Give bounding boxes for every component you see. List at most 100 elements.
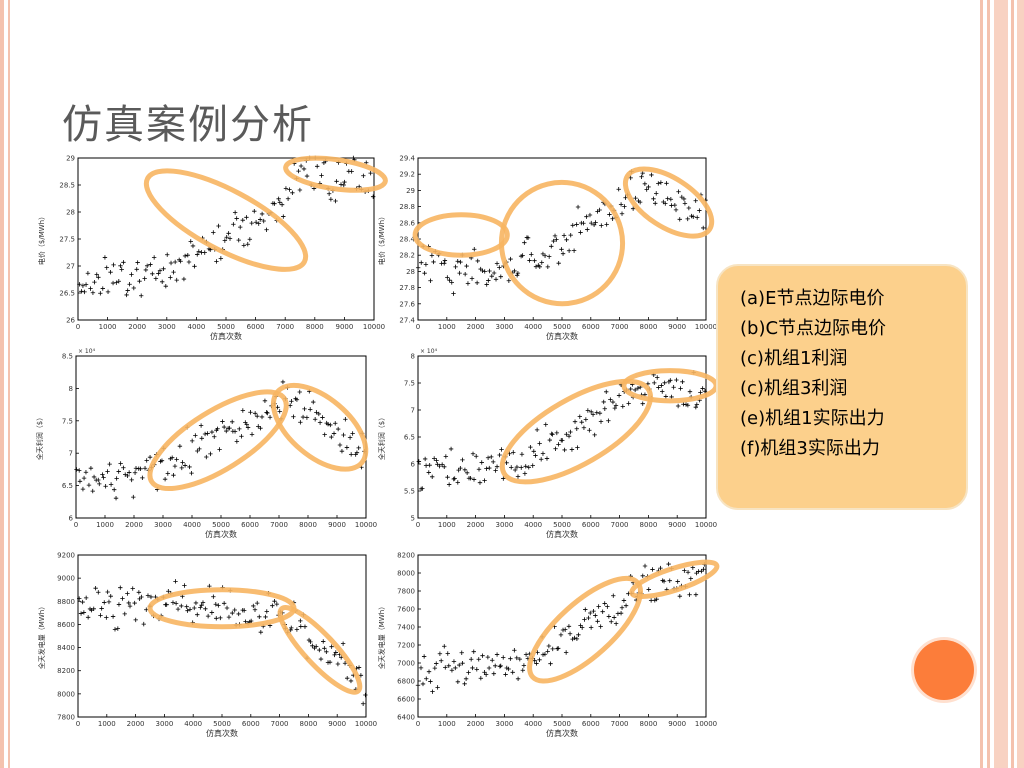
data-point bbox=[205, 613, 211, 619]
data-point bbox=[628, 386, 633, 392]
data-point bbox=[77, 468, 82, 473]
data-point bbox=[537, 657, 542, 663]
x-tick-label: 4000 bbox=[184, 720, 202, 728]
data-point bbox=[666, 561, 671, 567]
y-tick-label: 7400 bbox=[397, 624, 415, 632]
data-point bbox=[188, 239, 193, 244]
data-point bbox=[680, 379, 685, 385]
data-point bbox=[291, 414, 296, 419]
data-point bbox=[588, 610, 593, 616]
data-point bbox=[118, 585, 123, 590]
data-point bbox=[682, 201, 688, 206]
data-point bbox=[435, 685, 440, 690]
data-point bbox=[331, 431, 337, 436]
data-point bbox=[342, 179, 347, 185]
data-point bbox=[550, 646, 555, 652]
data-point bbox=[503, 672, 508, 677]
data-point bbox=[474, 280, 480, 285]
data-point bbox=[99, 606, 104, 611]
data-point bbox=[508, 256, 513, 262]
data-point bbox=[623, 603, 629, 608]
data-point bbox=[232, 429, 238, 434]
data-point bbox=[599, 223, 604, 228]
data-point bbox=[597, 207, 602, 213]
data-point bbox=[687, 389, 693, 394]
x-tick-label: 9000 bbox=[335, 323, 353, 331]
data-point bbox=[172, 463, 178, 469]
x-tick-label: 4000 bbox=[524, 720, 542, 728]
data-point bbox=[106, 599, 112, 605]
y-tick-label: 8200 bbox=[397, 552, 415, 560]
data-point bbox=[475, 258, 480, 264]
data-point bbox=[512, 648, 517, 653]
data-point bbox=[556, 261, 561, 266]
data-point bbox=[490, 459, 496, 465]
data-point bbox=[453, 665, 458, 671]
x-tick-label: 8000 bbox=[299, 521, 317, 529]
data-point bbox=[290, 190, 295, 196]
data-point bbox=[519, 465, 524, 470]
data-point bbox=[424, 676, 429, 681]
data-point bbox=[445, 651, 450, 656]
data-point bbox=[318, 656, 324, 662]
data-point bbox=[554, 430, 560, 436]
data-point bbox=[174, 457, 179, 462]
x-tick-label: 3000 bbox=[495, 323, 513, 331]
x-tick-label: 2000 bbox=[467, 720, 485, 728]
data-point bbox=[262, 398, 268, 404]
data-point bbox=[618, 202, 624, 207]
data-point bbox=[562, 627, 568, 632]
data-point bbox=[653, 201, 658, 206]
data-point bbox=[159, 279, 165, 285]
data-point bbox=[575, 445, 580, 450]
data-point bbox=[646, 587, 651, 592]
data-point bbox=[459, 650, 464, 655]
x-tick-label: 7000 bbox=[611, 720, 629, 728]
data-point bbox=[626, 401, 631, 406]
data-point bbox=[466, 670, 471, 675]
data-point bbox=[460, 457, 465, 463]
x-tick-label: 7000 bbox=[611, 521, 629, 529]
data-point bbox=[498, 274, 504, 279]
data-point bbox=[240, 218, 245, 223]
data-point bbox=[249, 432, 255, 437]
data-point bbox=[451, 659, 457, 664]
slide-left-border bbox=[0, 0, 10, 768]
data-point bbox=[333, 198, 338, 204]
data-point bbox=[118, 461, 123, 466]
data-point bbox=[648, 598, 654, 603]
data-point bbox=[600, 609, 605, 614]
data-point bbox=[591, 222, 597, 228]
data-point bbox=[236, 237, 241, 243]
data-point bbox=[132, 470, 138, 475]
data-point bbox=[455, 679, 461, 684]
data-point bbox=[195, 612, 200, 617]
data-point bbox=[335, 426, 341, 432]
data-point bbox=[685, 403, 691, 408]
data-point bbox=[473, 454, 479, 459]
y-tick-label: 6 bbox=[411, 461, 416, 469]
data-point bbox=[182, 463, 188, 468]
data-point bbox=[675, 579, 680, 584]
data-point bbox=[129, 477, 134, 483]
data-point bbox=[204, 454, 209, 460]
data-point bbox=[358, 673, 364, 678]
data-point bbox=[442, 644, 447, 649]
data-point bbox=[671, 385, 676, 390]
y-tick-label: 6.5 bbox=[62, 482, 73, 490]
data-point bbox=[510, 670, 515, 675]
data-point bbox=[551, 238, 556, 244]
data-point bbox=[193, 433, 198, 438]
data-point bbox=[314, 410, 319, 415]
data-point bbox=[477, 480, 483, 485]
data-point bbox=[474, 667, 479, 672]
data-point bbox=[574, 222, 579, 227]
data-point bbox=[108, 270, 113, 275]
data-point bbox=[613, 403, 619, 408]
data-point bbox=[619, 605, 625, 610]
data-point bbox=[468, 657, 474, 662]
data-point bbox=[438, 658, 444, 663]
data-point bbox=[118, 263, 123, 269]
data-point bbox=[104, 615, 109, 620]
data-point bbox=[97, 481, 102, 487]
